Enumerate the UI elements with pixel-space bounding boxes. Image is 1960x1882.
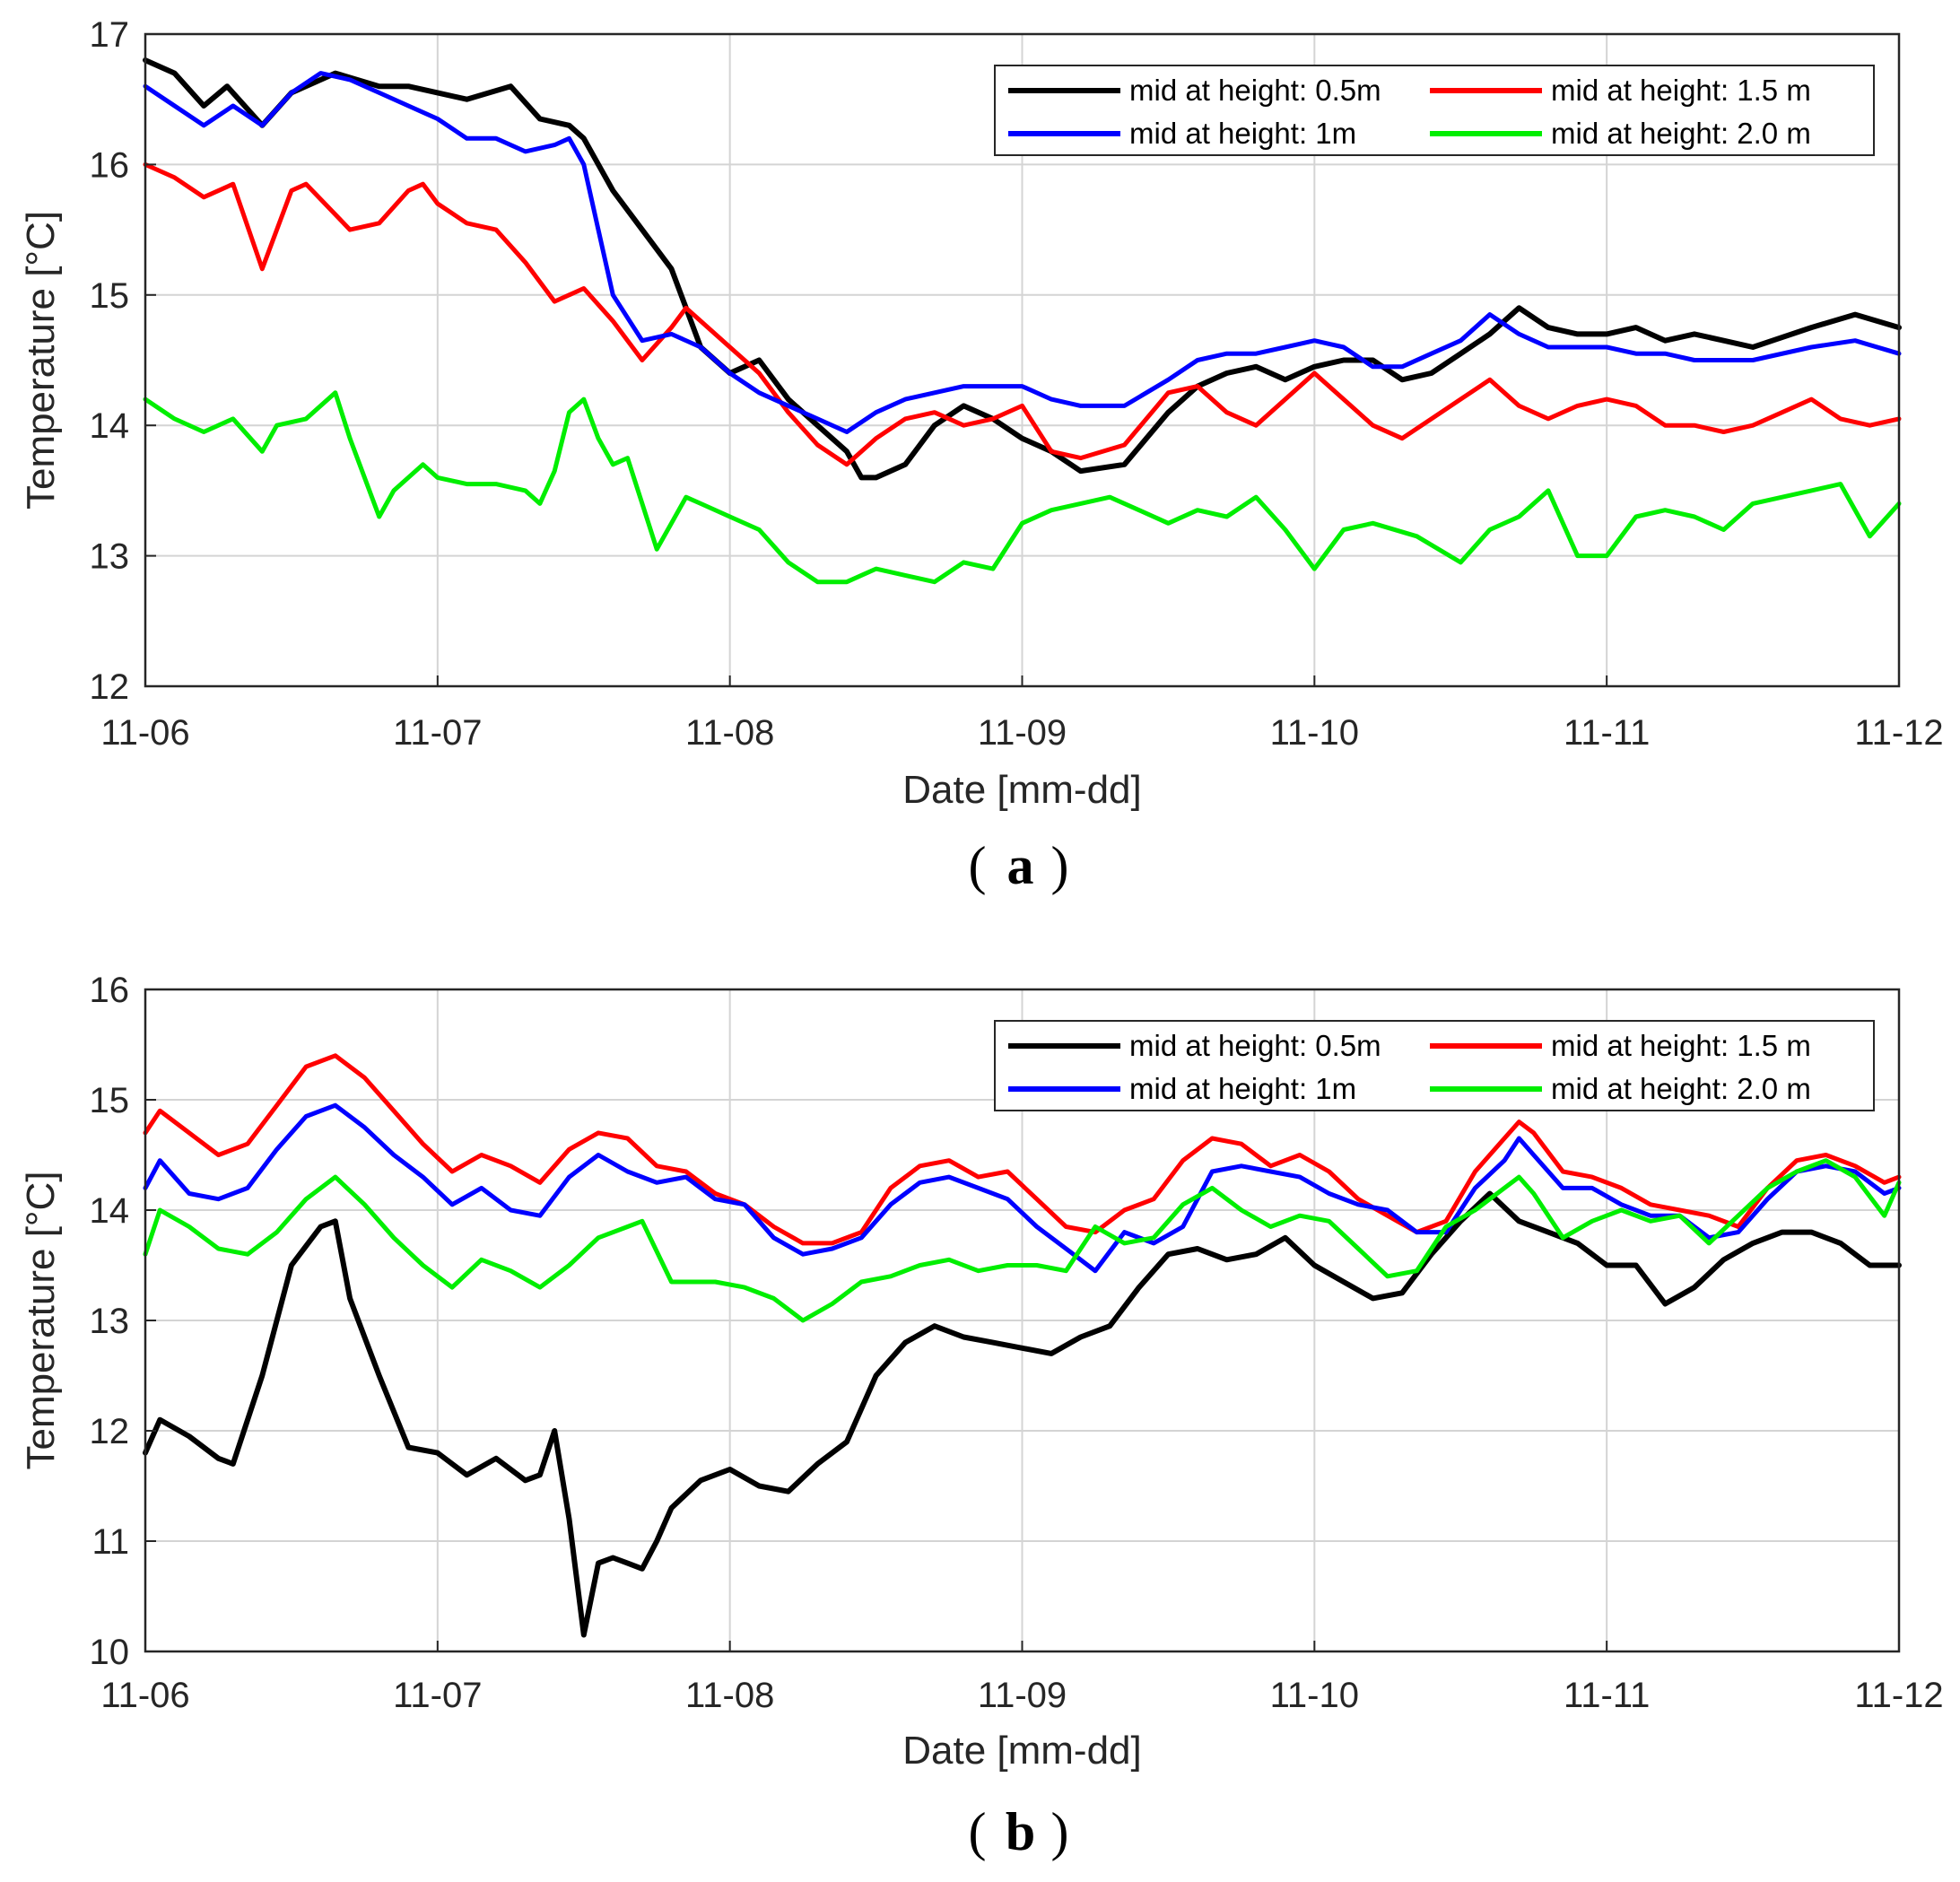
panel-b-x-tick-label: 11-07 (393, 1676, 482, 1715)
panel-a-y-tick-label: 16 (90, 145, 130, 185)
panel-b-legend-label: mid at height: 2.0 m (1551, 1072, 1811, 1105)
panel-b-label-open-paren: ( (969, 1802, 987, 1861)
panel-a-series-line-0 (143, 57, 1902, 481)
panel-a-x-axis-label: Date [mm-dd] (902, 768, 1142, 812)
panel-b-series-line-2 (143, 1102, 1902, 1274)
panel-b-y-tick-label: 16 (90, 971, 130, 1010)
panel-a-x-tick-label: 11-07 (393, 713, 482, 753)
panel-a-series-line-1 (143, 161, 1902, 467)
panel-b-label-letter: b (1006, 1802, 1035, 1861)
panel-b-y-tick-label: 13 (90, 1302, 130, 1341)
panel-b-x-tick-label: 11-12 (1854, 1676, 1943, 1715)
panel-a-y-tick-label: 13 (90, 537, 130, 577)
panel-b-series-line-3 (143, 1158, 1902, 1323)
panel-b-legend-box (994, 1020, 1875, 1111)
panel-a-x-tick-label: 11-08 (685, 713, 774, 753)
panel-a-legend-label: mid at height: 0.5m (1129, 74, 1381, 107)
panel-a-x-tick-label: 11-10 (1270, 713, 1359, 753)
panel-a-legend-label: mid at height: 1m (1129, 117, 1356, 150)
panel-a-x-tick-label: 11-09 (978, 713, 1067, 753)
panel-b-legend-label: mid at height: 0.5m (1129, 1029, 1381, 1062)
panel-b-x-tick-label: 11-09 (978, 1676, 1067, 1715)
panel-b-y-tick-label: 14 (90, 1191, 130, 1231)
panel-b-y-tick-label: 12 (90, 1412, 130, 1451)
panel-b-series-line-1 (143, 1053, 1902, 1246)
panel-a-y-tick-label: 14 (90, 406, 130, 446)
panel-b-legend-label: mid at height: 1.5 m (1551, 1029, 1811, 1062)
panel-b-x-axis-label: Date [mm-dd] (902, 1729, 1142, 1773)
panel-b-y-tick-label: 11 (91, 1522, 129, 1562)
panel-a-legend-label: mid at height: 2.0 m (1551, 117, 1811, 150)
panel-a-label-close-paren: ) (1051, 836, 1069, 895)
panel-a-x-tick-label: 11-06 (100, 713, 189, 753)
panel-b-y-tick-label: 15 (90, 1081, 130, 1120)
panel-b-label-close-paren: ) (1051, 1802, 1069, 1861)
panel-b-series-line-0 (143, 1190, 1902, 1638)
panel-a-y-tick-label: 12 (90, 667, 130, 707)
panel-a-y-tick-label: 15 (90, 276, 130, 316)
panel-a-legend-box (994, 65, 1875, 156)
panel-a-label-open-paren: ( (969, 836, 987, 895)
panel-b-legend-label: mid at height: 1m (1129, 1072, 1356, 1105)
panel-a-x-tick-label: 11-12 (1854, 713, 1943, 753)
panel-a-y-axis-label: Temperature [°C] (19, 211, 63, 510)
panel-b-y-axis-label: Temperature [°C] (19, 1171, 63, 1469)
panel-a-series-line-2 (143, 71, 1902, 434)
panel-b-x-tick-label: 11-06 (100, 1676, 189, 1715)
panel-b-x-tick-label: 11-10 (1270, 1676, 1359, 1715)
panel-b-y-tick-label: 10 (90, 1633, 130, 1672)
panel-a-y-tick-label: 17 (90, 15, 130, 55)
panel-a-x-tick-label: 11-11 (1564, 713, 1650, 753)
panel-b-x-tick-label: 11-11 (1564, 1676, 1650, 1715)
panel-a-legend-label: mid at height: 1.5 m (1551, 74, 1811, 107)
panel-b-x-tick-label: 11-08 (685, 1676, 774, 1715)
panel-a-series-line-3 (143, 390, 1902, 585)
panel-a-label-letter: a (1007, 836, 1034, 895)
